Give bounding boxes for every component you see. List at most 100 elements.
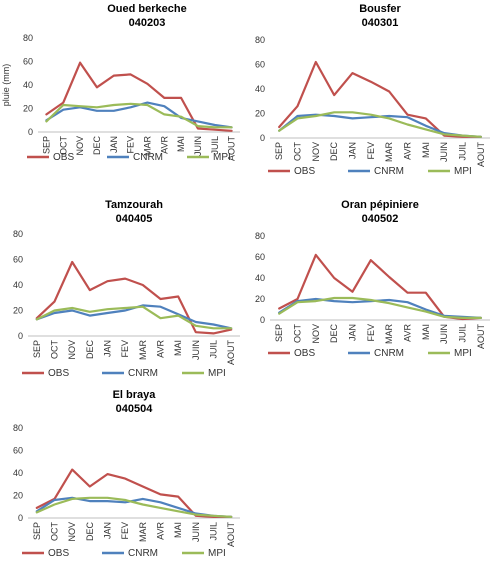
chart-title: Bousfer <box>359 3 401 15</box>
x-tick-label: FEV <box>366 324 376 342</box>
x-tick-label: MAI <box>421 142 431 158</box>
y-tick-label: 0 <box>260 133 265 143</box>
y-tick-label: 40 <box>255 273 265 283</box>
series-line-obs <box>35 468 233 518</box>
series-line-obs <box>45 61 233 132</box>
y-tick-label: 60 <box>255 60 265 70</box>
y-tick-label: 40 <box>13 468 23 478</box>
chart-oran-pepiniere: Oran pépiniere 040502 0 20 40 60 80 SEP OCT NOV DE… <box>250 192 500 384</box>
x-tick-label: MAR <box>384 324 394 345</box>
x-tick-label: JUIN <box>191 340 201 360</box>
chart-oued-berkeche: Oued berkeche 040203 pluie (mm) 0 20 40 60 80 SE… <box>0 0 250 190</box>
y-tick-label: 40 <box>255 84 265 94</box>
chart-title: Oran pépiniere <box>341 199 419 211</box>
x-tick-label: DEC <box>329 324 339 344</box>
y-tick-label: 60 <box>13 255 23 265</box>
x-tick-label: MAR <box>142 136 152 157</box>
series-line-mpi <box>35 305 233 330</box>
chart-subtitle: 040502 <box>362 213 399 225</box>
series-line-cnrm <box>278 113 482 138</box>
x-tick-label: OCT <box>50 522 60 542</box>
y-tick-label: 20 <box>13 306 23 316</box>
x-tick-label: JAN <box>348 324 358 341</box>
series-line-mpi <box>278 296 482 320</box>
y-tick-label: 80 <box>255 35 265 45</box>
legend-label-obs: OBS <box>48 548 69 559</box>
y-tick-label: 80 <box>23 33 33 43</box>
series-line-obs <box>278 253 482 321</box>
legend-label-cnrm: CNRM <box>374 166 404 177</box>
x-tick-label: JUIL <box>458 324 468 343</box>
legend-label-obs: OBS <box>48 368 69 379</box>
x-tick-label: JAN <box>103 340 113 357</box>
x-tick-label: OCT <box>58 136 68 156</box>
x-tick-label: FEV <box>366 142 376 160</box>
chart-el-braya: El braya 040504 0 20 40 60 80 SEP OCT NOV DEC JAN FE… <box>0 384 250 568</box>
x-tick-label: MAI <box>176 136 186 152</box>
x-tick-label: JUIN <box>193 136 203 156</box>
series-line-mpi <box>35 496 233 518</box>
y-axis-label: pluie (mm) <box>1 64 11 107</box>
chart-tamzourah: Tamzourah 040405 0 20 40 60 80 SEP OCT NOV DEC JAN F… <box>0 192 250 384</box>
y-tick-label: 80 <box>13 423 23 433</box>
x-tick-label: AOUT <box>476 142 486 168</box>
chart-svg: Bousfer 040301 0 20 40 60 80 SEP OCT NOV DEC JAN FEV… <box>255 3 490 177</box>
x-tick-label: AVR <box>403 324 413 342</box>
x-tick-label: JUIN <box>439 142 449 162</box>
series-line-obs <box>35 260 233 335</box>
x-tick-label: AOUT <box>226 340 236 366</box>
x-tick-label: OCT <box>293 324 303 344</box>
chart-title: El braya <box>113 389 157 401</box>
x-tick-label: NOV <box>311 142 321 162</box>
y-tick-label: 60 <box>255 252 265 262</box>
y-tick-label: 40 <box>13 280 23 290</box>
chart-svg: Oued berkeche 040203 pluie (mm) 0 20 40 60 80 SE… <box>1 3 240 163</box>
x-tick-label: OCT <box>293 142 303 162</box>
x-tick-label: DEC <box>85 522 95 542</box>
y-tick-label: 0 <box>260 315 265 325</box>
x-tick-label: NOV <box>311 324 321 344</box>
x-tick-label: SEP <box>274 142 284 160</box>
y-tick-label: 60 <box>23 57 33 67</box>
x-tick-label: JUIL <box>209 340 219 359</box>
y-tick-label: 0 <box>18 513 23 523</box>
y-tick-label: 80 <box>255 231 265 241</box>
x-tick-label: DEC <box>92 136 102 156</box>
x-tick-label: AVR <box>156 340 166 358</box>
x-tick-label: JAN <box>109 136 119 153</box>
y-tick-label: 20 <box>255 294 265 304</box>
x-tick-label: MAI <box>421 324 431 340</box>
x-tick-label: SEP <box>41 136 51 154</box>
legend-label-mpi: MPI <box>208 368 226 379</box>
x-tick-label: JUIL <box>210 136 220 155</box>
y-tick-label: 20 <box>23 104 33 114</box>
legend-label-cnrm: CNRM <box>133 152 163 163</box>
chart-svg: Tamzourah 040405 0 20 40 60 80 SEP OCT NOV DEC JAN F… <box>13 199 240 379</box>
x-tick-label: FEV <box>120 340 130 358</box>
x-tick-label: OCT <box>50 340 60 360</box>
x-tick-label: JAN <box>348 142 358 159</box>
x-tick-label: MAR <box>138 340 148 361</box>
legend-label-cnrm: CNRM <box>128 368 158 379</box>
x-tick-label: AVR <box>403 142 413 160</box>
y-tick-label: 60 <box>13 446 23 456</box>
series-line-mpi <box>278 111 482 138</box>
legend-label-cnrm: CNRM <box>374 348 404 359</box>
y-tick-label: 0 <box>28 127 33 137</box>
x-tick-label: AOUT <box>227 136 237 162</box>
x-tick-label: MAI <box>173 340 183 356</box>
x-tick-label: FEV <box>120 522 130 540</box>
chart-svg: El braya 040504 0 20 40 60 80 SEP OCT NOV DEC JAN FE… <box>13 389 240 559</box>
x-tick-label: SEP <box>274 324 284 342</box>
x-tick-label: NOV <box>75 136 85 156</box>
x-tick-label: FEV <box>126 136 136 154</box>
legend-label-cnrm: CNRM <box>128 548 158 559</box>
x-tick-label: JAN <box>103 522 113 539</box>
chart-subtitle: 040504 <box>116 403 154 415</box>
x-tick-label: NOV <box>67 340 77 360</box>
legend-label-obs: OBS <box>294 348 315 359</box>
x-tick-label: DEC <box>329 142 339 162</box>
legend-label-mpi: MPI <box>213 152 231 163</box>
x-tick-label: SEP <box>32 522 42 540</box>
legend-label-obs: OBS <box>294 166 315 177</box>
